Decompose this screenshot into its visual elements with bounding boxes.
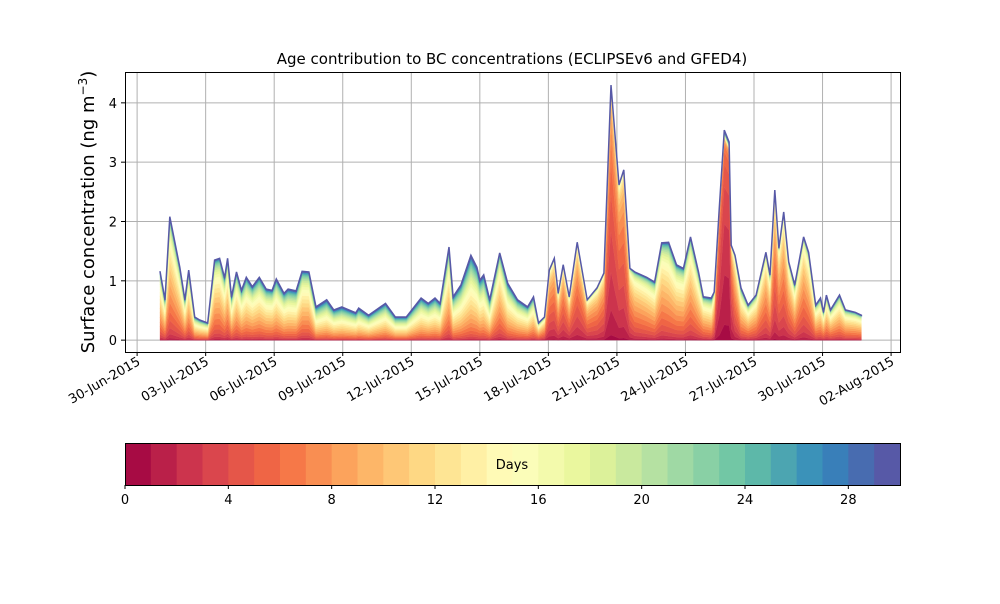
colorbar-segment-2 <box>176 443 203 485</box>
y-tick-label: 2 <box>109 215 117 230</box>
colorbar-segment-26 <box>796 443 823 485</box>
colorbar-segment-6 <box>280 443 307 485</box>
colorbar-segment-20 <box>641 443 668 485</box>
colorbar-segment-13 <box>460 443 488 485</box>
colorbar-tick-label: 28 <box>840 493 857 508</box>
colorbar-segment-19 <box>615 443 643 485</box>
x-tick-label: 24-Jul-2015 <box>619 354 692 405</box>
colorbar-segment-15 <box>512 443 539 485</box>
x-tick-label: 03-Jul-2015 <box>139 354 212 405</box>
colorbar-segment-9 <box>357 443 384 485</box>
colorbar-segment-7 <box>305 443 333 485</box>
colorbar-segment-18 <box>590 443 617 485</box>
colorbar-tick-label: 0 <box>121 493 129 508</box>
colorbar-segment-21 <box>667 443 694 485</box>
colorbar-segment-28 <box>848 443 875 485</box>
colorbar-segment-4 <box>228 443 255 485</box>
y-axis-ticks: 0 1 2 3 4 <box>109 97 125 349</box>
y-tick-label: 1 <box>109 275 117 290</box>
x-tick-label: 21-Jul-2015 <box>550 354 623 405</box>
colorbar-frame <box>125 443 901 486</box>
colorbar-segment-29 <box>874 443 901 485</box>
x-tick-label: 30-Jun-2015 <box>66 354 143 407</box>
x-tick-label: 27-Jul-2015 <box>687 354 760 405</box>
stacked-areas <box>159 85 863 341</box>
chart-title: Age contribution to BC concentrations (E… <box>277 50 748 68</box>
colorbar-tick-label: 4 <box>224 493 232 508</box>
colorbar-segment-14 <box>486 443 513 485</box>
colorbar-segment-27 <box>822 443 849 485</box>
x-tick-label: 09-Jul-2015 <box>276 354 349 405</box>
colorbar-segment-5 <box>254 443 281 485</box>
x-tick-label: 06-Jul-2015 <box>207 354 280 405</box>
y-tick-label: 3 <box>109 156 117 171</box>
colorbar-tick-label: 8 <box>328 493 336 508</box>
colorbar-tick-label: 20 <box>633 493 650 508</box>
colorbar-segment-17 <box>564 443 591 485</box>
colorbar-segment-1 <box>150 443 178 485</box>
y-axis-label: Surface concentration (ng m−3) <box>76 71 99 354</box>
colorbar-segment-12 <box>435 443 462 485</box>
colorbar <box>125 443 901 485</box>
colorbar-segment-25 <box>770 443 798 485</box>
colorbar-segment-22 <box>693 443 720 485</box>
x-tick-label: 15-Jul-2015 <box>413 354 486 405</box>
colorbar-ticks: 0 4 8 12 16 20 24 28 <box>121 485 857 508</box>
colorbar-segment-23 <box>719 443 746 485</box>
colorbar-tick-label: 16 <box>530 493 547 508</box>
y-tick-label: 0 <box>109 334 117 349</box>
colorbar-segment-3 <box>202 443 229 485</box>
colorbar-segment-24 <box>745 443 772 485</box>
colorbar-segment-16 <box>538 443 565 485</box>
x-tick-label: 02-Aug-2015 <box>817 354 897 409</box>
colorbar-tick-label: 12 <box>427 493 444 508</box>
area-layer-day-29 <box>159 85 863 325</box>
colorbar-segment-0 <box>125 443 152 485</box>
x-tick-label: 12-Jul-2015 <box>344 354 417 405</box>
y-tick-label: 4 <box>109 97 117 112</box>
y-axis-label-close: ) <box>78 71 99 78</box>
y-axis-label-text: Surface concentration (ng m <box>78 95 99 353</box>
colorbar-segment-8 <box>331 443 358 485</box>
y-axis-label-exponent: −3 <box>76 78 90 96</box>
axes-frame <box>125 72 901 353</box>
x-axis-ticks: 30-Jun-201503-Jul-201506-Jul-201509-Jul-… <box>66 352 897 410</box>
x-tick-label: 18-Jul-2015 <box>482 354 555 405</box>
colorbar-segment-10 <box>383 443 410 485</box>
colorbar-label: Days <box>496 458 529 473</box>
colorbar-tick-label: 24 <box>737 493 754 508</box>
colorbar-segment-11 <box>409 443 436 485</box>
